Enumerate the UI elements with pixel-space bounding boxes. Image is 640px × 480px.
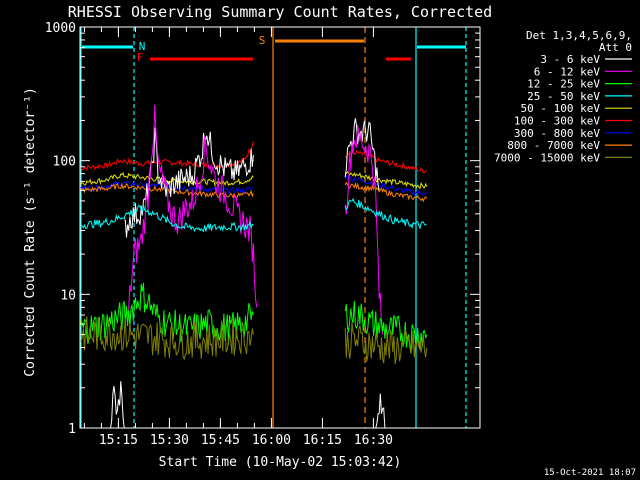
legend-label: 300 - 800 keV	[514, 127, 600, 140]
y-tick-label: 100	[53, 155, 76, 170]
legend-header: Det 1,3,4,5,6,9,	[526, 29, 632, 42]
series-line	[127, 104, 258, 315]
series-line	[344, 149, 427, 174]
legend-label: 50 - 100 keV	[521, 102, 601, 115]
series-line	[79, 171, 254, 187]
series-line	[79, 316, 254, 361]
series-line	[344, 181, 428, 203]
legend-label: 100 - 300 keV	[514, 115, 600, 128]
series-line	[344, 174, 428, 197]
legend-label: 7000 - 15000 keV	[494, 151, 600, 164]
series-line	[110, 381, 125, 429]
flag-marker-n: N	[139, 40, 146, 53]
series-line	[79, 204, 254, 233]
series-line	[345, 170, 428, 190]
flag-marker-s: S	[259, 34, 266, 47]
legend-label: 12 - 25 keV	[527, 78, 600, 91]
legend-label: 3 - 6 keV	[540, 53, 600, 66]
x-tick-label: 16:15	[303, 433, 342, 448]
series-line	[344, 197, 427, 230]
axes: 15:15 15:30 15:45 16:00 16:15 16:30 1 10 100 1000	[45, 21, 481, 448]
flag-marker-f: F	[137, 51, 144, 64]
legend-label: 800 - 7000 keV	[507, 139, 600, 152]
y-tick-label: 10	[60, 288, 76, 303]
x-tick-label: 16:30	[354, 433, 393, 448]
series-line	[375, 393, 386, 429]
plot-frame	[79, 26, 481, 429]
y-tick-label: 1000	[45, 21, 76, 36]
plot-area: NF S	[79, 27, 467, 429]
legend-header: Att 0	[599, 41, 632, 54]
y-tick-label: 1	[68, 422, 76, 437]
legend-label: 25 - 50 keV	[527, 90, 600, 103]
x-axis-label: Start Time (10-May-02 15:03:42)	[159, 455, 402, 470]
x-tick-label: 15:15	[99, 433, 138, 448]
x-tick-label: 15:30	[150, 433, 189, 448]
series-line	[344, 124, 384, 335]
x-tick-label: 16:00	[252, 433, 291, 448]
chart-title: RHESSI Observing Summary Count Rates, Co…	[68, 3, 492, 21]
series-line	[79, 140, 254, 172]
x-tick-label: 15:45	[201, 433, 240, 448]
series-line	[344, 300, 428, 350]
footer-date: 15-Oct-2021 18:07	[544, 468, 636, 478]
legend-label: 6 - 12 keV	[534, 65, 601, 78]
y-axis-label: Corrected Count Rate (s⁻¹ detector⁻¹)	[23, 87, 38, 377]
series-line	[344, 322, 428, 365]
